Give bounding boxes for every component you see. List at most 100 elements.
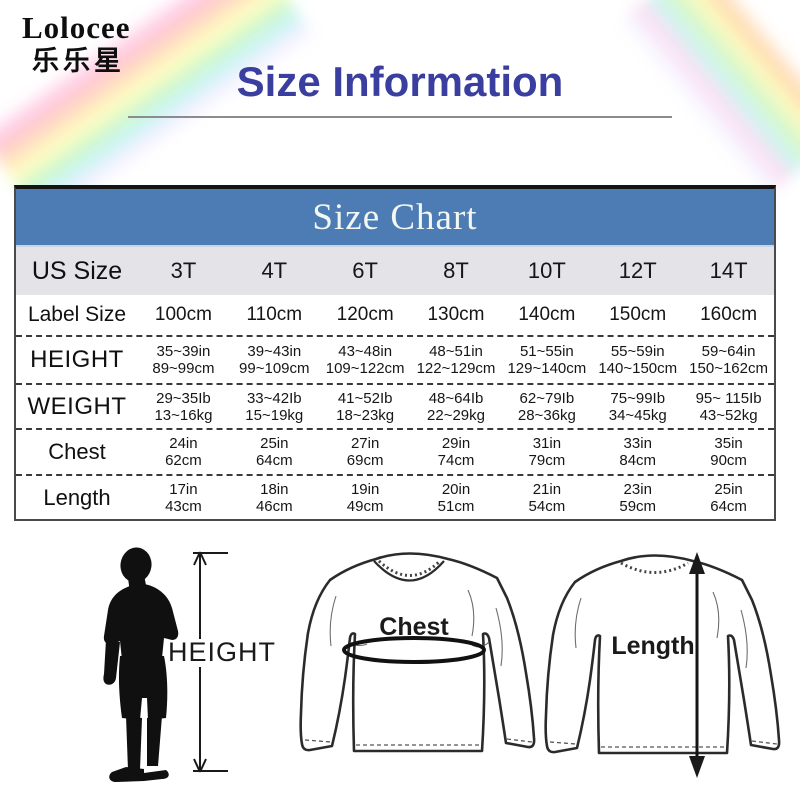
row-label: Label Size <box>27 303 127 326</box>
cell-value: 99~109cm <box>239 360 310 377</box>
table-cell: 95~ 115Ib 43~52kg <box>683 390 774 424</box>
table-cell: 48~51in 122~129cm <box>411 343 502 377</box>
table-cell: 35~39in 89~99cm <box>138 343 229 377</box>
cell-value: 150cm <box>609 304 667 325</box>
cell-value: 35in <box>714 435 743 452</box>
cell-value: 49cm <box>346 497 384 515</box>
us-size-value: 10T <box>527 258 566 283</box>
cell-value: 74cm <box>437 452 475 469</box>
table-cell: 25in 64cm <box>229 435 320 469</box>
cell-value: 18~23kg <box>336 406 395 424</box>
us-size-value: 6T <box>352 258 378 283</box>
us-size-value: 14T <box>709 258 748 283</box>
us-size-value: 12T <box>618 258 657 283</box>
table-row: Label Size 100cm 110cm 120cm 130cm 140cm 150cm… <box>16 295 774 335</box>
table-cell: 25in 64cm <box>683 481 774 515</box>
cell-value: 54cm <box>528 497 566 515</box>
table-cell: 19in 49cm <box>320 481 411 515</box>
cell-value: 69cm <box>346 452 384 469</box>
cell-value: 33~42Ib <box>246 389 302 407</box>
cell-value: 150~162cm <box>689 360 768 377</box>
table-cell: 18in 46cm <box>229 481 320 515</box>
table-cell: 75~99Ib 34~45kg <box>592 390 683 424</box>
cell-value: 140cm <box>518 304 576 325</box>
table-cell: 59~64in 150~162cm <box>683 343 774 377</box>
cell-value: 122~129cm <box>416 360 496 377</box>
cell-value: 129~140cm <box>507 360 587 377</box>
cell-value: 79cm <box>528 452 566 469</box>
child-silhouette <box>103 547 179 782</box>
cell-value: 51~55in <box>519 343 574 360</box>
table-row: Length 17in 43cm 18in 46cm 19in 49cm 20in 51cm 21… <box>16 474 774 519</box>
table-cell: 23in 59cm <box>592 481 683 515</box>
cell-value: 18in <box>260 480 289 498</box>
cell-value: 109~122cm <box>325 360 405 377</box>
cell-value: 17in <box>169 480 198 498</box>
shirt-back-diagram: Length <box>544 552 781 778</box>
height-label-background <box>176 639 270 667</box>
size-chart-table: Size Chart US Size 3T 4T 6T 8T 10T 12T 14T Labe… <box>14 185 776 521</box>
table-cell: 31in 79cm <box>501 435 592 469</box>
chest-measure-ellipse <box>342 636 486 664</box>
table-cell: 41~52Ib 18~23kg <box>320 390 411 424</box>
cell-value: 27in <box>350 435 380 452</box>
table-cell: 33in 84cm <box>592 435 683 469</box>
table-cell: 24in 62cm <box>138 435 229 469</box>
us-size-header-row: US Size 3T 4T 6T 8T 10T 12T 14T <box>16 247 774 295</box>
table-row: WEIGHT 29~35Ib 13~16kg 33~42Ib 15~19kg 41~52I… <box>16 383 774 428</box>
measurement-diagram: HEIGHT Chest <box>103 547 781 782</box>
cell-value: 120cm <box>336 304 394 325</box>
cell-value: 28~36kg <box>517 406 576 424</box>
row-label: Length <box>43 484 111 510</box>
cell-value: 25in <box>260 435 289 452</box>
table-cell: 35in 90cm <box>683 435 774 469</box>
cell-value: 64cm <box>710 497 747 515</box>
brand-logo: Lolocee 乐乐星 <box>22 10 131 76</box>
table-cell: 130cm <box>411 305 502 325</box>
cell-value: 62cm <box>165 452 202 469</box>
cell-value: 51cm <box>437 497 475 515</box>
table-cell: 120cm <box>320 305 411 325</box>
us-size-value: 8T <box>443 258 469 283</box>
cell-value: 110cm <box>246 304 303 325</box>
chest-label: Chest <box>379 613 449 641</box>
cell-value: 62~79Ib <box>519 389 575 407</box>
cell-value: 100cm <box>154 304 212 325</box>
table-cell: 55~59in 140~150cm <box>592 343 683 377</box>
table-cell: 17in 43cm <box>138 481 229 515</box>
cell-value: 29in <box>441 435 471 452</box>
row-label: WEIGHT <box>27 392 127 420</box>
table-cell: 21in 54cm <box>501 481 592 515</box>
cell-value: 55~59in <box>610 343 665 360</box>
brand-name-chinese: 乐乐星 <box>32 46 125 76</box>
cell-value: 19in <box>350 480 380 498</box>
cell-value: 43~48in <box>338 343 393 360</box>
cell-value: 39~43in <box>247 343 302 360</box>
cell-value: 84cm <box>619 452 657 469</box>
cell-value: 34~45kg <box>608 406 667 424</box>
table-cell: 29in 74cm <box>411 435 502 469</box>
cell-value: 48~51in <box>429 343 483 360</box>
table-cell: 20in 51cm <box>411 481 502 515</box>
table-cell: 27in 69cm <box>320 435 411 469</box>
row-label: Chest <box>48 439 106 464</box>
cell-value: 89~99cm <box>152 360 215 377</box>
page-title: Size Information <box>236 58 564 105</box>
table-cell: 110cm <box>229 305 320 325</box>
us-size-value: 4T <box>261 258 288 283</box>
size-chart-title: Size Chart <box>16 189 774 247</box>
cell-value: 43~52kg <box>699 406 758 424</box>
table-cell: 140cm <box>501 305 592 325</box>
cell-value: 95~ 115Ib <box>695 389 762 407</box>
table-cell: 150cm <box>592 305 683 325</box>
cell-value: 29~35Ib <box>156 389 211 407</box>
table-cell: 29~35Ib 13~16kg <box>138 390 229 424</box>
cell-value: 130cm <box>427 304 485 325</box>
table-cell: 62~79Ib 28~36kg <box>501 390 592 424</box>
cell-value: 13~16kg <box>154 406 213 424</box>
row-label: HEIGHT <box>30 346 124 373</box>
length-label: Length <box>611 632 694 660</box>
cell-value: 160cm <box>700 304 758 325</box>
table-cell: 48~64Ib 22~29kg <box>411 390 502 424</box>
